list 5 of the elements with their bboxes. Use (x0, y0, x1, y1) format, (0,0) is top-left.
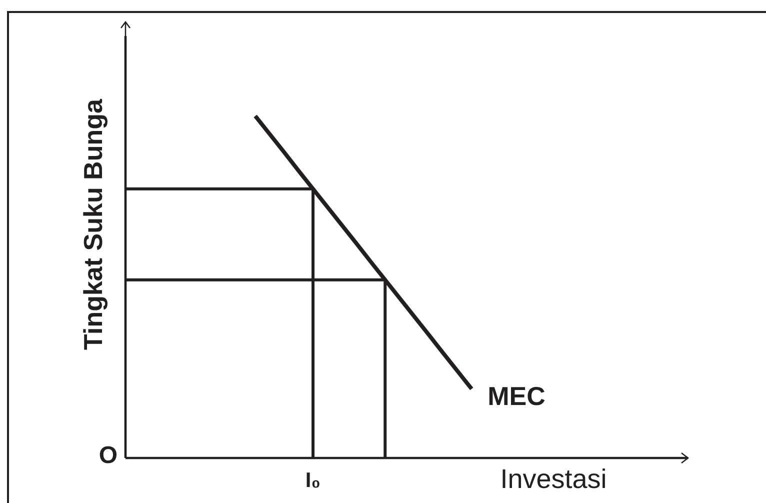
text: I₀ (305, 469, 321, 492)
x-axis-title: Investasi (500, 464, 607, 494)
text: O (98, 442, 118, 469)
series-label: MEC (488, 380, 546, 411)
y-axis-title: Tingkat Suku Bunga (78, 98, 108, 350)
